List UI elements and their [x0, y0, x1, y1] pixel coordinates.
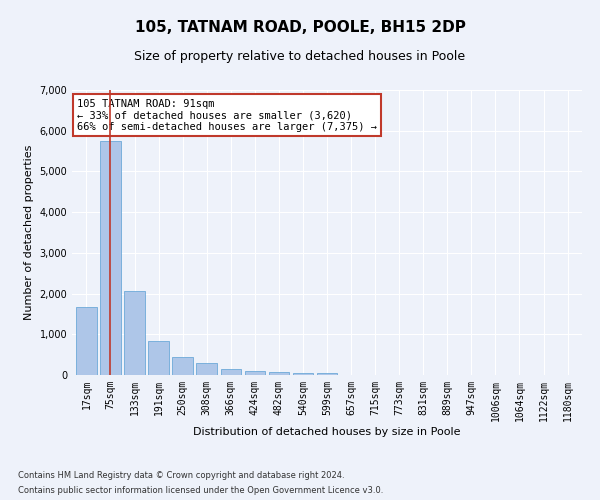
Bar [245, 370, 265, 375]
Bar [124, 290, 145, 375]
Bar [100, 141, 121, 375]
Text: 105, TATNAM ROAD, POOLE, BH15 2DP: 105, TATNAM ROAD, POOLE, BH15 2DP [134, 20, 466, 35]
Bar [269, 372, 289, 375]
Text: Size of property relative to detached houses in Poole: Size of property relative to detached ho… [134, 50, 466, 63]
Bar [172, 358, 193, 375]
Bar [221, 369, 241, 375]
X-axis label: Distribution of detached houses by size in Poole: Distribution of detached houses by size … [193, 426, 461, 436]
Text: 105 TATNAM ROAD: 91sqm
← 33% of detached houses are smaller (3,620)
66% of semi-: 105 TATNAM ROAD: 91sqm ← 33% of detached… [77, 98, 377, 132]
Text: Contains public sector information licensed under the Open Government Licence v3: Contains public sector information licen… [18, 486, 383, 495]
Bar [148, 341, 169, 375]
Bar [76, 306, 97, 375]
Bar [317, 373, 337, 375]
Text: Contains HM Land Registry data © Crown copyright and database right 2024.: Contains HM Land Registry data © Crown c… [18, 471, 344, 480]
Y-axis label: Number of detached properties: Number of detached properties [24, 145, 34, 320]
Bar [196, 363, 217, 375]
Bar [293, 373, 313, 375]
